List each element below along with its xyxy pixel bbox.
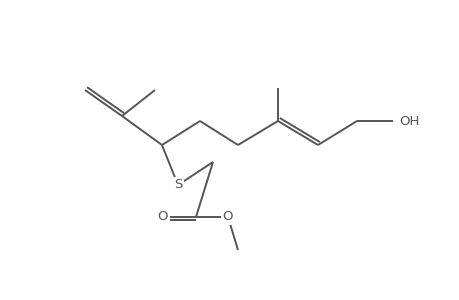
Text: S: S bbox=[174, 178, 182, 191]
Text: OH: OH bbox=[398, 115, 419, 128]
Text: O: O bbox=[222, 211, 233, 224]
Text: O: O bbox=[157, 211, 168, 224]
